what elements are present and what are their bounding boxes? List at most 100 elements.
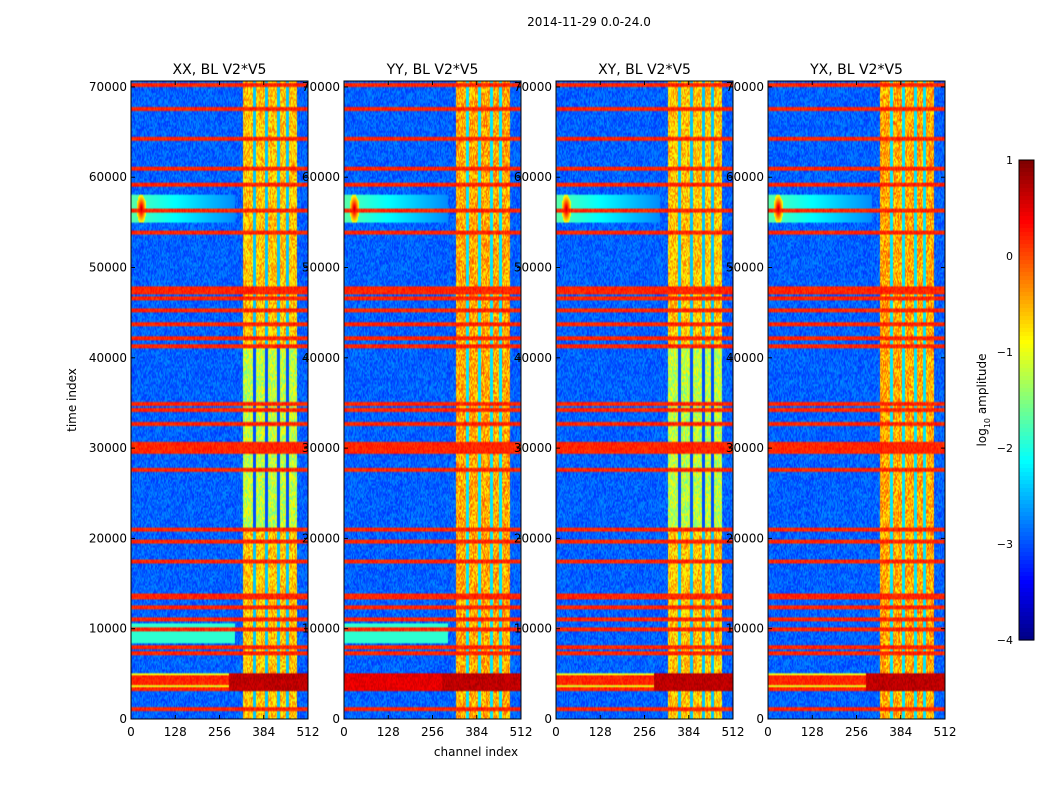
y-tick-label: 0 (544, 712, 552, 726)
x-tick-label: 128 (164, 725, 187, 739)
colorbar-segment (1019, 264, 1034, 269)
colorbar-segment (1019, 164, 1034, 169)
colorbar-segment (1019, 416, 1034, 421)
y-tick-label: 20000 (302, 531, 340, 545)
heatmap-image (556, 81, 733, 719)
colorbar-segment (1019, 412, 1034, 417)
y-tick-label: 20000 (514, 531, 552, 545)
y-tick-label: 70000 (89, 80, 127, 94)
colorbar-segment (1019, 304, 1034, 309)
colorbar-segment (1019, 176, 1034, 181)
y-tick-label: 60000 (726, 170, 764, 184)
colorbar-segment (1019, 268, 1034, 273)
colorbar-segment (1019, 400, 1034, 405)
y-tick-label: 40000 (89, 351, 127, 365)
colorbar-segment (1019, 288, 1034, 293)
colorbar-segment (1019, 364, 1034, 369)
colorbar-tick-label: 1 (1006, 154, 1013, 167)
panel-title: XY, BL V2*V5 (598, 62, 691, 78)
panel-yx: YX, BL V2*V5 0 128 256 384 512 0 10000 20000 3000… (726, 62, 957, 739)
colorbar-segment (1019, 280, 1034, 285)
colorbar-segment (1019, 420, 1034, 425)
colorbar-segment (1019, 468, 1034, 473)
colorbar-segment (1019, 476, 1034, 481)
colorbar-segment (1019, 516, 1034, 521)
colorbar-segment (1019, 228, 1034, 233)
panel-title: XX, BL V2*V5 (173, 62, 267, 78)
colorbar-segment (1019, 292, 1034, 297)
colorbar-segment (1019, 356, 1034, 361)
colorbar-segment (1019, 472, 1034, 477)
colorbar-segment (1019, 456, 1034, 461)
colorbar-segment (1019, 440, 1034, 445)
colorbar-segment (1019, 172, 1034, 177)
colorbar-segment (1019, 276, 1034, 281)
colorbar-segment (1019, 520, 1034, 525)
panel-xy: XY, BL V2*V5 0 128 256 384 512 0 10000 20000 3000… (514, 62, 745, 739)
colorbar-segment (1019, 244, 1034, 249)
colorbar-segment (1019, 452, 1034, 457)
colorbar-segment (1019, 368, 1034, 373)
colorbar-segment (1019, 360, 1034, 365)
colorbar-segment (1019, 300, 1034, 305)
colorbar-segment (1019, 568, 1034, 573)
colorbar-segment (1019, 624, 1034, 629)
colorbar-segment (1019, 580, 1034, 585)
colorbar-segment (1019, 436, 1034, 441)
colorbar-segment (1019, 236, 1034, 241)
y-tick-label: 30000 (514, 441, 552, 455)
colorbar-segment (1019, 444, 1034, 449)
colorbar-segment (1019, 208, 1034, 213)
colorbar-segment (1019, 588, 1034, 593)
colorbar-segment (1019, 536, 1034, 541)
y-tick-label: 10000 (89, 622, 127, 636)
colorbar-segment (1019, 340, 1034, 345)
y-tick-label: 70000 (514, 80, 552, 94)
colorbar-segment (1019, 380, 1034, 385)
x-tick-label: 512 (510, 725, 533, 739)
colorbar-segment (1019, 496, 1034, 501)
colorbar-segment (1019, 196, 1034, 201)
colorbar-segment (1019, 220, 1034, 225)
y-tick-label: 30000 (726, 441, 764, 455)
colorbar-segment (1019, 424, 1034, 429)
x-tick-label: 512 (722, 725, 745, 739)
colorbar-segment (1019, 628, 1034, 633)
x-tick-label: 256 (421, 725, 444, 739)
y-tick-label: 50000 (89, 261, 127, 275)
colorbar-label: log10 amplitude (975, 354, 992, 447)
y-tick-label: 20000 (89, 531, 127, 545)
colorbar-segment (1019, 548, 1034, 553)
colorbar-segment (1019, 432, 1034, 437)
colorbar-tick-label: −3 (997, 538, 1013, 551)
colorbar-segment (1019, 384, 1034, 389)
colorbar-segment (1019, 512, 1034, 517)
panels-group: XX, BL V2*V5 0 128 256 384 512 0 10000 20000 3000… (89, 62, 957, 739)
colorbar-segment (1019, 272, 1034, 277)
x-tick-label: 0 (764, 725, 772, 739)
y-tick-label: 40000 (302, 351, 340, 365)
x-tick-label: 512 (934, 725, 957, 739)
colorbar-segment (1019, 396, 1034, 401)
colorbar-segment (1019, 388, 1034, 393)
colorbar-segment (1019, 576, 1034, 581)
colorbar-segment (1019, 352, 1034, 357)
figure-suptitle: 2014-11-29 0.0-24.0 (527, 15, 651, 29)
heatmap-image (131, 81, 308, 719)
colorbar-segment (1019, 560, 1034, 565)
y-tick-label: 60000 (302, 170, 340, 184)
colorbar-segment (1019, 328, 1034, 333)
colorbar-segment (1019, 504, 1034, 509)
colorbar-frame (1018, 159, 1035, 641)
colorbar-segment (1019, 620, 1034, 625)
colorbar-segment (1019, 392, 1034, 397)
colorbar-segment (1019, 596, 1034, 601)
y-tick-label: 10000 (726, 622, 764, 636)
colorbar-segment (1019, 332, 1034, 337)
colorbar-tick-label: −4 (997, 634, 1013, 647)
colorbar-segment (1019, 260, 1034, 265)
colorbar-segment (1019, 372, 1034, 377)
colorbar-segment (1019, 308, 1034, 313)
colorbar-segment (1019, 232, 1034, 237)
